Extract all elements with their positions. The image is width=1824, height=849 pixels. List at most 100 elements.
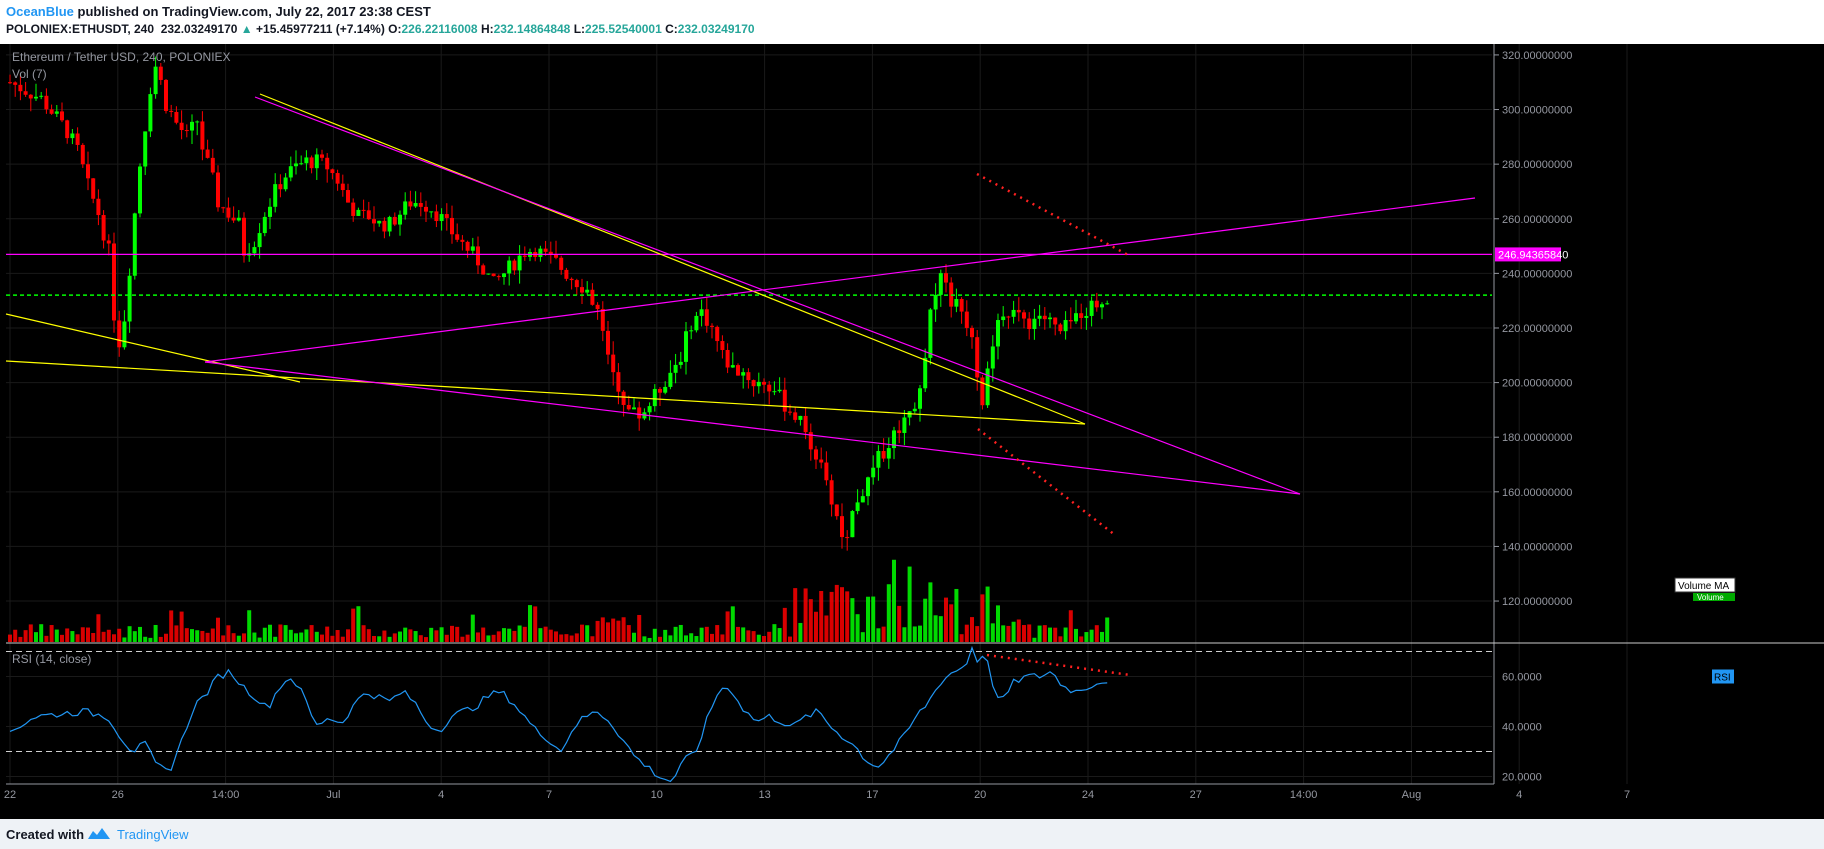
volume-bar <box>346 629 350 642</box>
volume-bar <box>507 628 512 642</box>
price-tick-label: 220.00000000 <box>1502 323 1572 335</box>
candle-down <box>106 240 111 244</box>
volume-bar <box>392 633 397 642</box>
time-tick-label: 26 <box>112 789 124 801</box>
volume-bar <box>138 626 142 642</box>
tradingview-link[interactable]: TradingView <box>117 827 189 842</box>
rsi-tick-label: 60.0000 <box>1502 672 1542 684</box>
volume-bar <box>699 627 704 642</box>
volume-bar <box>548 629 553 642</box>
tradingview-logo-icon[interactable] <box>88 827 110 840</box>
candle-down <box>808 432 813 450</box>
yellow-trendline-horizontal <box>5 360 1086 425</box>
candle-up <box>892 430 896 449</box>
candle-down <box>455 234 460 240</box>
candle-up <box>387 216 392 232</box>
volume-bar <box>689 633 694 642</box>
volume-bar <box>434 630 439 642</box>
candle-down <box>611 354 616 373</box>
candle-down <box>746 372 751 381</box>
time-tick-label: 4 <box>438 789 444 801</box>
candle-down <box>320 154 324 158</box>
candle-down <box>75 133 80 145</box>
volume-bar <box>387 636 392 642</box>
candle-up <box>377 220 382 224</box>
candle-down <box>637 407 642 419</box>
candle-down <box>803 415 808 433</box>
volume-bar <box>564 634 569 642</box>
candle-down <box>80 144 85 165</box>
candle-up <box>538 248 543 257</box>
candle-up <box>403 201 408 215</box>
volume-bar <box>304 629 309 642</box>
candle-up <box>1063 320 1068 332</box>
candle-down <box>1058 324 1063 332</box>
volume-bar <box>408 629 413 642</box>
volume-bar <box>954 588 959 642</box>
candle-down <box>444 214 449 218</box>
volume-bar <box>210 628 215 642</box>
rsi-title: RSI (14, close) <box>12 652 91 666</box>
volume-bar <box>814 611 818 642</box>
volume-bar <box>788 636 792 642</box>
candle-up <box>470 246 475 251</box>
volume-bar <box>777 628 782 642</box>
candle-up <box>860 496 865 503</box>
candle-up <box>507 260 512 274</box>
symbol-label[interactable]: POLONIEX:ETHUSDT, 240 <box>6 22 155 36</box>
candle-down <box>351 202 356 216</box>
volume-bar <box>23 630 28 642</box>
candle-up <box>954 299 959 307</box>
candle-down <box>330 169 335 174</box>
close-label: C: <box>665 22 678 36</box>
magenta-trendline-upper <box>254 96 1301 495</box>
volume-bar <box>892 559 896 642</box>
candle-down <box>366 210 371 220</box>
candle-down <box>86 164 90 179</box>
candle-down <box>616 372 621 392</box>
candle-down <box>340 183 345 191</box>
candle-up <box>39 95 44 97</box>
candle-down <box>169 110 174 112</box>
volume-bar <box>574 633 579 642</box>
volume-bar <box>626 625 631 642</box>
divergence-line-price <box>976 172 1131 258</box>
time-tick-label: Aug <box>1402 789 1422 801</box>
author-name[interactable]: OceanBlue <box>6 4 74 19</box>
candle-up <box>288 166 293 178</box>
candle-up <box>647 406 652 413</box>
candle-down <box>372 219 376 224</box>
volume-bar <box>1032 637 1037 642</box>
volume-bar <box>309 625 314 642</box>
volume-bar <box>1048 627 1052 642</box>
candle-up <box>876 450 881 468</box>
volume-bar <box>632 632 636 642</box>
candle-down <box>242 217 246 256</box>
candle-down <box>595 304 600 310</box>
volume-bar <box>912 626 917 642</box>
time-tick-label: 27 <box>1190 789 1202 801</box>
volume-bar <box>242 633 246 642</box>
volume-bar <box>611 618 616 642</box>
volume-bar <box>710 633 714 642</box>
volume-bar <box>725 611 730 642</box>
volume-bar <box>1022 625 1026 642</box>
volume-bar <box>990 623 995 642</box>
candle-up <box>148 94 153 132</box>
candle-up <box>502 273 506 278</box>
volume-bar <box>340 636 345 642</box>
candle-up <box>127 275 132 322</box>
candle-down <box>346 190 350 203</box>
volume-bar <box>845 591 850 642</box>
volume-bar <box>314 631 319 642</box>
candle-down <box>481 265 486 275</box>
candle-up <box>486 273 491 275</box>
volume-bar <box>398 631 402 642</box>
volume-bar <box>190 629 194 642</box>
volume-bar <box>902 627 907 642</box>
volume-bar <box>751 631 756 642</box>
candle-up <box>54 111 59 114</box>
time-tick-label: 20 <box>974 789 986 801</box>
